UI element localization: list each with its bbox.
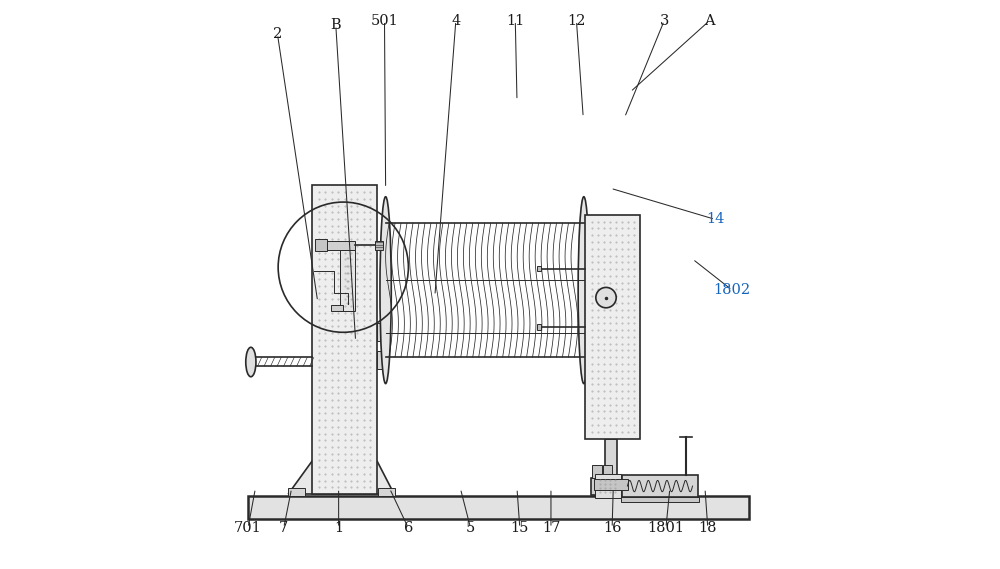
Text: 17: 17 bbox=[542, 521, 560, 535]
Bar bbox=[327, 241, 355, 250]
Bar bbox=[248, 496, 749, 519]
Text: B: B bbox=[330, 18, 341, 32]
Text: 1802: 1802 bbox=[714, 283, 751, 297]
Bar bbox=[537, 266, 541, 271]
Bar bbox=[377, 351, 388, 369]
Bar bbox=[375, 241, 383, 250]
Text: 4: 4 bbox=[451, 14, 460, 28]
Text: 1801: 1801 bbox=[647, 521, 684, 535]
Text: 3: 3 bbox=[660, 14, 669, 28]
Ellipse shape bbox=[578, 197, 589, 384]
Bar bbox=[603, 465, 612, 477]
Bar bbox=[585, 215, 640, 439]
Text: 12: 12 bbox=[567, 14, 586, 28]
Text: 6: 6 bbox=[404, 521, 413, 535]
Circle shape bbox=[596, 287, 616, 308]
Text: 701: 701 bbox=[234, 521, 262, 535]
Bar bbox=[595, 474, 621, 498]
Text: 16: 16 bbox=[603, 521, 621, 535]
Bar bbox=[377, 323, 388, 341]
Bar bbox=[340, 250, 355, 311]
Text: 11: 11 bbox=[506, 14, 524, 28]
Text: 18: 18 bbox=[699, 521, 717, 535]
Bar bbox=[537, 324, 541, 329]
Ellipse shape bbox=[380, 197, 391, 384]
Bar bbox=[378, 488, 395, 496]
Bar bbox=[592, 465, 602, 477]
Polygon shape bbox=[288, 461, 394, 494]
Bar bbox=[315, 239, 327, 251]
Bar bbox=[591, 477, 631, 494]
Bar bbox=[621, 497, 699, 502]
Bar bbox=[288, 488, 305, 496]
Text: 15: 15 bbox=[511, 521, 529, 535]
Text: 501: 501 bbox=[371, 14, 398, 28]
Bar bbox=[594, 479, 628, 490]
Text: 7: 7 bbox=[279, 521, 288, 535]
Text: 2: 2 bbox=[273, 27, 282, 41]
Text: A: A bbox=[704, 14, 715, 28]
Bar bbox=[312, 185, 377, 494]
Bar bbox=[331, 304, 343, 311]
Text: 14: 14 bbox=[706, 212, 724, 226]
Ellipse shape bbox=[246, 347, 256, 377]
Bar bbox=[605, 439, 617, 496]
Text: 1: 1 bbox=[334, 521, 343, 535]
Bar bbox=[622, 475, 698, 497]
Text: 5: 5 bbox=[466, 521, 475, 535]
